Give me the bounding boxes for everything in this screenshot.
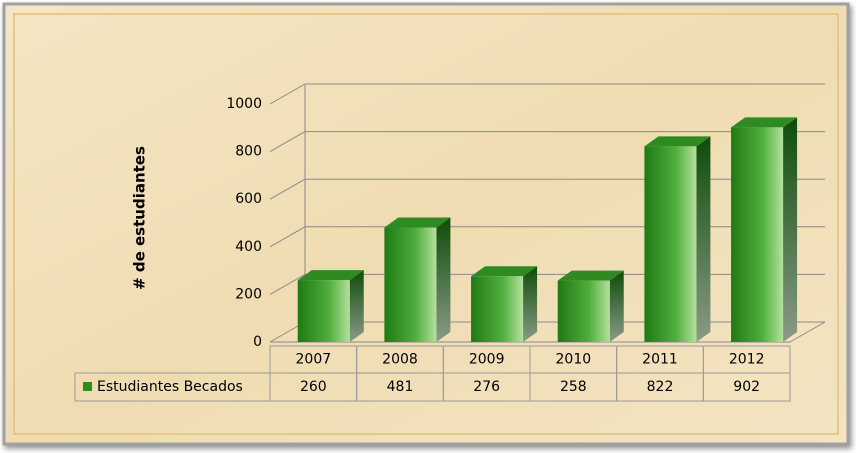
table-value: 481 xyxy=(387,379,414,395)
bar-top xyxy=(557,270,624,281)
bar xyxy=(731,127,784,342)
x-tick-label: 2012 xyxy=(729,352,765,368)
bar-side xyxy=(696,136,711,342)
floor-right xyxy=(789,321,826,343)
table-value: 822 xyxy=(647,379,674,395)
bar-side xyxy=(609,270,624,342)
bar-side xyxy=(436,217,451,342)
bar-side xyxy=(349,270,364,342)
table-value: 260 xyxy=(300,379,327,395)
y-tick-label: 600 xyxy=(235,191,262,207)
y-tick-label: 1000 xyxy=(226,96,262,112)
grid-line-side xyxy=(269,226,306,248)
bar-side xyxy=(523,266,538,342)
y-tick-label: 0 xyxy=(253,334,262,350)
table-value: 258 xyxy=(560,379,587,395)
grid-line-side xyxy=(269,131,306,153)
y-tick-label: 400 xyxy=(235,239,262,255)
x-tick-label: 2011 xyxy=(642,352,678,368)
grid-line-side xyxy=(269,178,306,200)
y-axis-title: # de estudiantes xyxy=(131,146,149,290)
table-cell xyxy=(702,372,791,402)
x-tick-label: 2007 xyxy=(296,352,332,368)
legend-label: Estudiantes Becados xyxy=(97,379,243,395)
table-value: 902 xyxy=(733,379,760,395)
x-tick-label: 2008 xyxy=(382,352,418,368)
bar xyxy=(384,227,437,342)
y-tick-label: 200 xyxy=(235,286,262,302)
bar-side xyxy=(783,117,798,342)
x-tick-label: 2010 xyxy=(556,352,592,368)
bar-top xyxy=(731,117,798,128)
bar-top xyxy=(297,270,364,281)
grid-line-side xyxy=(269,83,306,105)
x-tick-label: 2009 xyxy=(469,352,505,368)
legend-key xyxy=(83,382,92,391)
bar-top xyxy=(644,136,711,147)
bar xyxy=(471,276,524,342)
bar-top xyxy=(384,217,451,228)
grid-line-side xyxy=(269,273,306,295)
inner-frame xyxy=(13,13,839,435)
table-value: 276 xyxy=(473,379,500,395)
bar xyxy=(557,280,610,342)
y-tick-label: 800 xyxy=(235,144,262,160)
bar-top xyxy=(471,266,538,277)
bar xyxy=(644,146,697,342)
bar xyxy=(297,280,350,342)
